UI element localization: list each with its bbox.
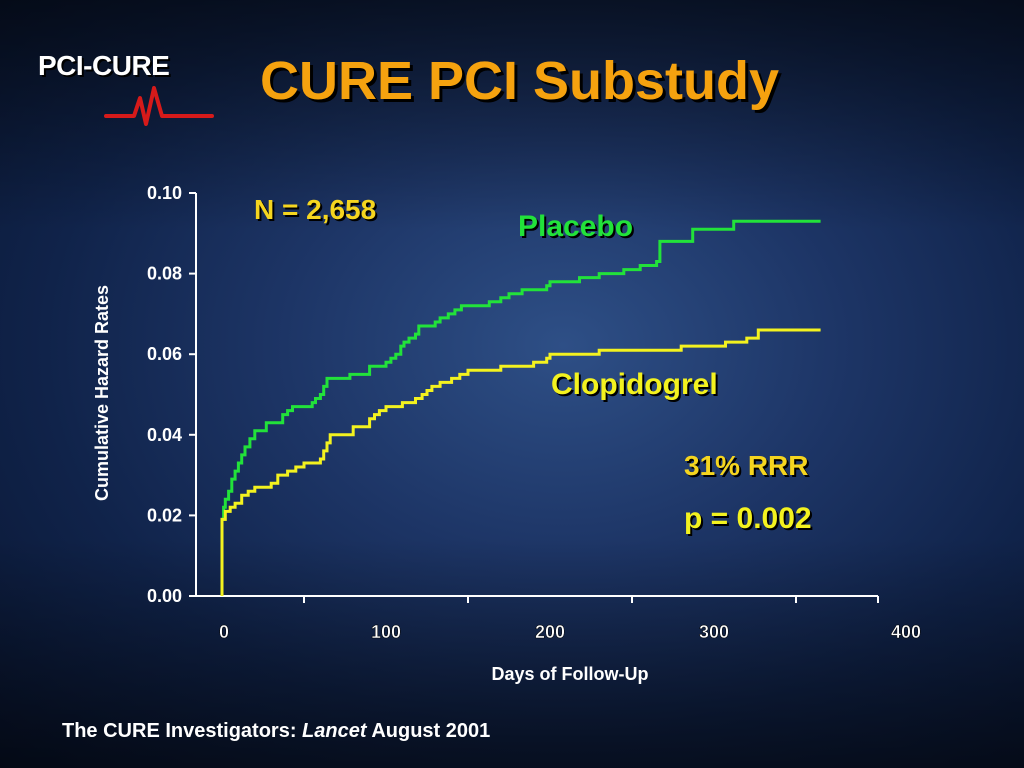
clopidogrel-label: Clopidogrel xyxy=(551,368,718,401)
y-tick-label: 0.06 xyxy=(147,344,182,364)
placebo-label: Placebo xyxy=(518,210,634,243)
citation: The CURE Investigators: Lancet August 20… xyxy=(62,720,490,743)
citation-prefix: The CURE Investigators: xyxy=(62,720,303,742)
series-line-clopidogrel xyxy=(220,328,821,596)
chart-series xyxy=(220,219,821,596)
x-axis-title: Days of Follow-Up xyxy=(492,664,649,684)
citation-suffix: August 2001 xyxy=(366,720,491,742)
x-tick-label: 100 xyxy=(371,622,401,642)
heartbeat-swoosh-icon xyxy=(104,86,214,126)
citation-journal: Lancet xyxy=(302,720,367,742)
pci-cure-logo: PCI-CURE xyxy=(38,50,214,126)
x-tick-label: 200 xyxy=(535,622,565,642)
rrr-label: 31% RRR xyxy=(684,450,809,481)
chart-axes: 0.00 0.02 0.04 0.06 0.08 0.10 0 100 200 300 400 xyxy=(147,183,921,642)
logo-pci-text: PCI- xyxy=(38,50,93,81)
logo-cure-text: CURE xyxy=(92,50,170,81)
x-tick-label: 0 xyxy=(219,622,229,642)
y-tick-label: 0.08 xyxy=(147,264,182,284)
sample-size-label: N = 2,658 xyxy=(254,194,377,225)
y-tick-label: 0.02 xyxy=(147,505,182,525)
slide-title: CURE PCI Substudy xyxy=(260,51,780,111)
y-tick-label: 0.04 xyxy=(147,425,182,445)
y-tick-label: 0.10 xyxy=(147,183,182,203)
y-axis-title: Cumulative Hazard Rates xyxy=(92,285,112,501)
y-tick-label: 0.00 xyxy=(147,586,182,606)
series-line-placebo xyxy=(220,219,821,596)
x-tick-label: 300 xyxy=(699,622,729,642)
p-value-label: p = 0.002 xyxy=(684,502,812,535)
x-tick-label: 400 xyxy=(891,622,921,642)
